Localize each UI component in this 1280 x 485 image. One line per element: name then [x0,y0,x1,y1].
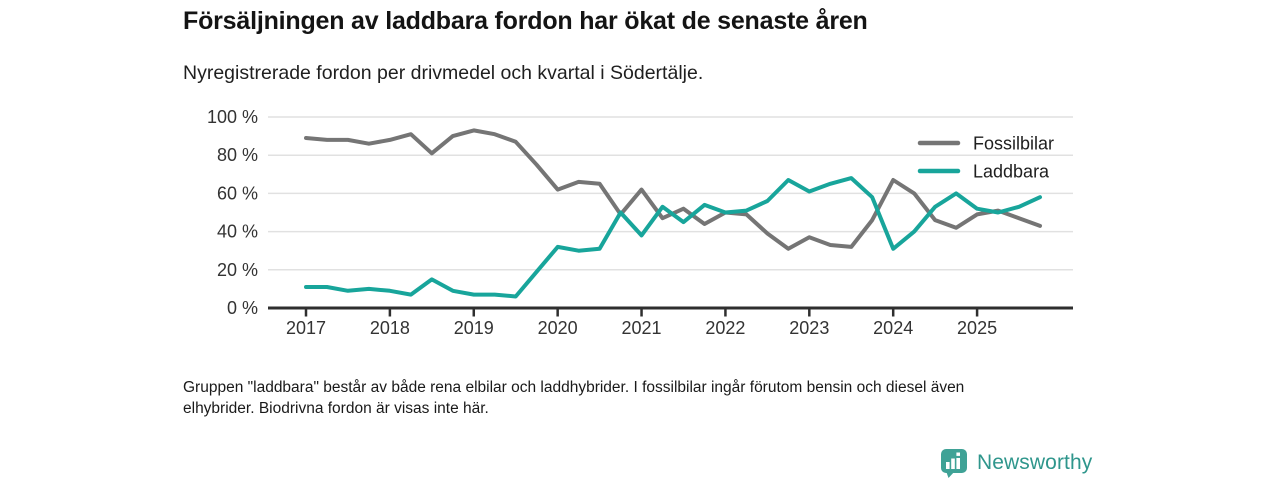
laddbara-line [304,176,1042,299]
x-axis-tick-label: 2023 [789,318,829,338]
x-axis-tick-label: 2024 [873,318,913,338]
newsworthy-logo[interactable]: Newsworthy [940,447,1092,479]
newsworthy-logo-text: Newsworthy [977,451,1093,474]
y-axis-tick-label: 100 % [207,107,258,127]
y-axis-tick-label: 0 % [227,298,258,318]
page-subtitle: Nyregistrerade fordon per drivmedel och … [183,62,704,84]
y-axis-tick-label: 60 % [217,183,258,203]
x-axis-tick-label: 2021 [622,318,662,338]
y-axis-tick-label: 40 % [217,222,258,242]
x-axis-tick-label: 2025 [957,318,997,338]
legend-label-fossilbilar: Fossilbilar [973,134,1054,154]
footnote-line-1: Gruppen "laddbara" består av både rena e… [183,379,965,396]
y-axis-tick-label: 20 % [217,260,258,280]
x-axis-tick-label: 2017 [286,318,326,338]
legend-label-laddbara: Laddbara [973,162,1050,182]
chart-footnote: Gruppen "laddbara" består av både rena e… [183,377,1083,419]
x-axis-tick-label: 2022 [705,318,745,338]
y-axis-tick-label: 80 % [217,145,258,165]
x-axis-tick-label: 2019 [454,318,494,338]
x-axis-tick-label: 2020 [538,318,578,338]
page-title: Försäljningen av laddbara fordon har öka… [183,7,868,35]
newsworthy-logo-icon [941,448,967,478]
footnote-line-2: elhybrider. Biodrivna fordon är visas in… [183,400,489,417]
x-axis-tick-label: 2018 [370,318,410,338]
